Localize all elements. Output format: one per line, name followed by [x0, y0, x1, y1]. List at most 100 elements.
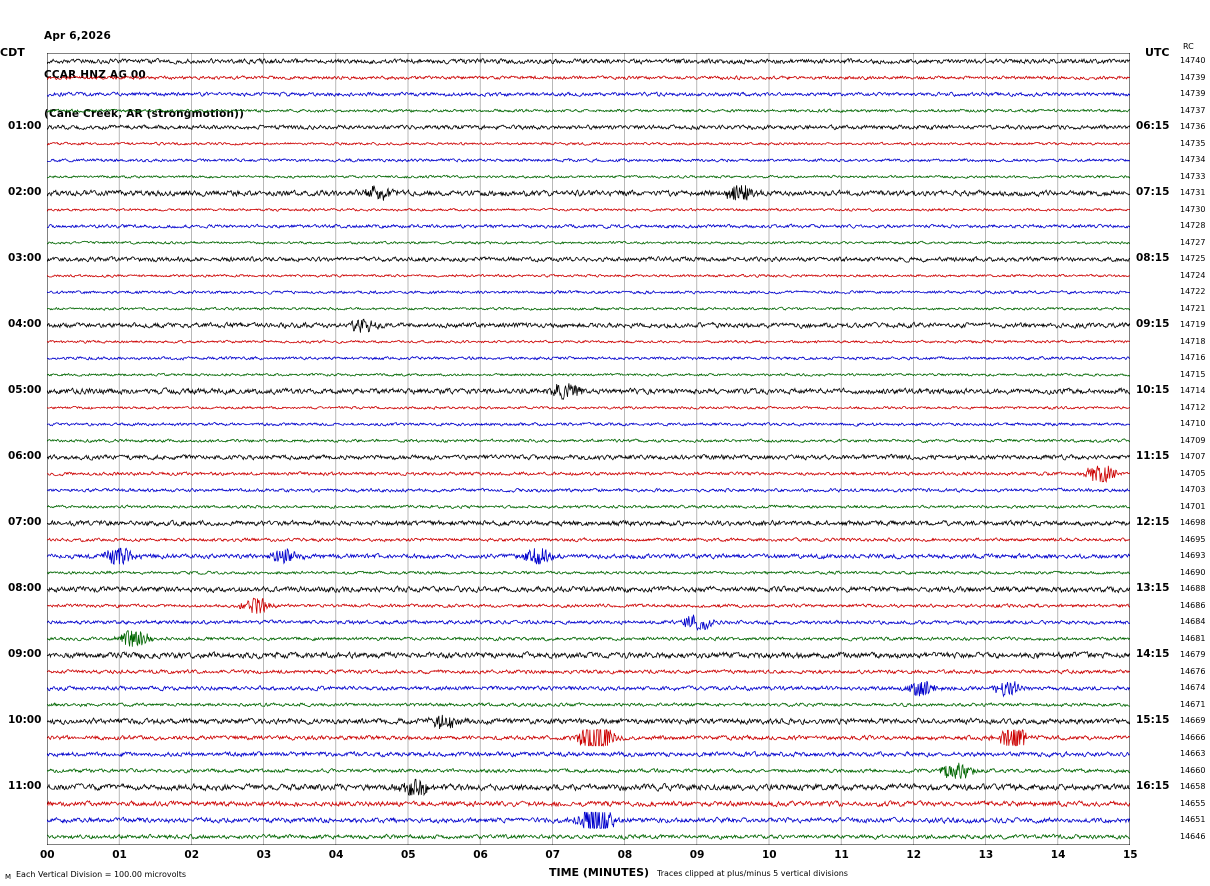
counts-label: 14684: [1180, 617, 1206, 627]
trace-line: [47, 465, 1130, 483]
left-tick-label: 09:00: [8, 648, 42, 661]
counts-label: 14669: [1180, 716, 1206, 726]
trace-line: [47, 339, 1130, 344]
trace-line: [47, 537, 1130, 543]
trace-line: [47, 680, 1130, 698]
trace-line: [47, 273, 1130, 278]
trace-line: [47, 487, 1130, 493]
trace-line: [47, 630, 1130, 647]
counts-label: 14724: [1180, 270, 1206, 280]
right-tick-label: 07:15: [1136, 186, 1170, 199]
counts-label: 14719: [1180, 320, 1206, 330]
x-tick-label: 08: [617, 849, 633, 861]
counts-label: 14660: [1180, 765, 1206, 775]
header-date: Apr 6,2026: [44, 30, 111, 42]
counts-label: 14735: [1180, 138, 1206, 148]
right-tick-label: 11:15: [1136, 450, 1170, 463]
counts-label: 14733: [1180, 171, 1206, 181]
counts-label: 14737: [1180, 105, 1206, 115]
right-tick-label: 06:15: [1136, 120, 1170, 133]
trace-line: [47, 762, 1130, 779]
counts-label: 14739: [1180, 89, 1206, 99]
trace-line: [47, 306, 1130, 311]
trace-line: [47, 421, 1130, 427]
counts-label: 14722: [1180, 287, 1206, 297]
trace-line: [47, 318, 1130, 333]
counts-label: 14736: [1180, 122, 1206, 132]
trace-line: [47, 729, 1130, 747]
counts-label: 14698: [1180, 518, 1206, 528]
x-tick-label: 12: [906, 849, 922, 861]
trace-line: [47, 519, 1130, 527]
x-tick-label: 09: [689, 849, 705, 861]
left-axis-label: CDT: [0, 46, 25, 59]
left-tick-label: 11:00: [8, 780, 42, 793]
counts-label: 14655: [1180, 798, 1206, 808]
counts-label: 14666: [1180, 732, 1206, 742]
trace-line: [47, 597, 1130, 614]
trace-line: [47, 585, 1130, 594]
x-tick-label: 15: [1123, 849, 1138, 861]
x-tick-label: 06: [473, 849, 488, 861]
right-axis-label: UTC: [1145, 46, 1170, 59]
left-tick-label: 06:00: [8, 450, 42, 463]
counts-label: 14658: [1180, 782, 1206, 792]
trace-line: [47, 438, 1130, 444]
trace-line: [47, 240, 1130, 245]
counts-label: 14671: [1180, 699, 1206, 709]
counts-label: 14718: [1180, 336, 1206, 346]
x-tick-label: 01: [112, 849, 127, 861]
counts-label: 14651: [1180, 815, 1206, 825]
footer-scale-note: Each Vertical Division = 100.00 microvol…: [16, 870, 187, 879]
trace-line: [47, 750, 1130, 758]
right-tick-label: 13:15: [1136, 582, 1170, 595]
x-tick-label: 05: [401, 849, 416, 861]
trace-line: [47, 383, 1130, 400]
counts-label: 14734: [1180, 155, 1206, 165]
x-axis-title: TIME (MINUTES): [549, 866, 650, 879]
trace-line: [47, 800, 1130, 808]
counts-label: 14690: [1180, 567, 1206, 577]
x-tick-label: 14: [1050, 849, 1066, 861]
seismogram-plot: [47, 53, 1130, 845]
trace-line: [47, 702, 1130, 708]
left-tick-label: 05:00: [8, 384, 42, 397]
counts-label: 14714: [1180, 386, 1206, 396]
right-tick-label: 14:15: [1136, 648, 1170, 661]
x-tick-label: 02: [184, 849, 200, 861]
trace-line: [47, 174, 1130, 179]
trace-line: [47, 650, 1130, 660]
x-tick-label: 00: [40, 849, 55, 861]
trace-line: [47, 714, 1130, 730]
left-tick-label: 03:00: [8, 252, 42, 265]
counts-label: 14712: [1180, 402, 1206, 412]
counts-label: 14674: [1180, 683, 1206, 693]
right-tick-label: 12:15: [1136, 516, 1170, 529]
trace-line: [47, 372, 1130, 377]
left-tick-label: 10:00: [8, 714, 42, 727]
counts-label: 14709: [1180, 435, 1206, 445]
x-tick-label: 11: [834, 849, 849, 861]
trace-line: [47, 570, 1130, 576]
counts-label: 14693: [1180, 551, 1206, 561]
trace-line: [47, 356, 1130, 361]
counts-label: 14676: [1180, 666, 1206, 676]
right-tick-label: 10:15: [1136, 384, 1170, 397]
left-tick-label: 07:00: [8, 516, 42, 529]
counts-label: 14731: [1180, 188, 1206, 198]
counts-label: 14707: [1180, 452, 1206, 462]
counts-label: 14705: [1180, 468, 1206, 478]
footer-prefix: M: [5, 873, 12, 881]
trace-line: [47, 668, 1130, 675]
counts-label: 14740: [1180, 56, 1206, 66]
trace-line: [47, 811, 1130, 829]
counts-label: 14725: [1180, 254, 1206, 264]
trace-line: [47, 504, 1130, 510]
trace-line: [47, 185, 1130, 201]
counts-axis-label: RC: [1183, 42, 1194, 51]
right-tick-label: 16:15: [1136, 780, 1170, 793]
right-tick-label: 09:15: [1136, 318, 1170, 331]
x-tick-label: 04: [328, 849, 344, 861]
counts-label: 14730: [1180, 204, 1206, 214]
counts-label: 14701: [1180, 501, 1206, 511]
